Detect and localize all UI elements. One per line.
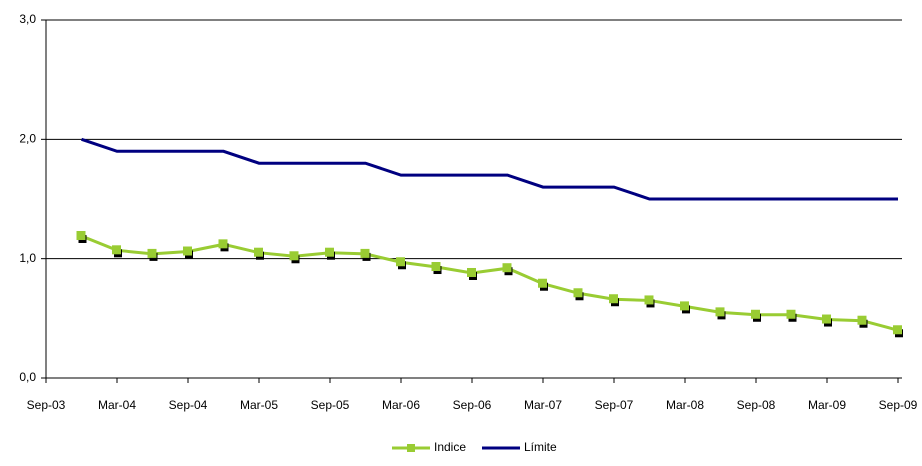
- marker: [751, 309, 760, 319]
- marker: [786, 309, 796, 319]
- marker: [680, 301, 689, 311]
- series-line: [80, 234, 899, 332]
- marker: [183, 246, 192, 256]
- y-tick-label: 0,0: [19, 370, 36, 384]
- marker: [360, 248, 370, 258]
- marker: [893, 325, 902, 335]
- legend-label: Límite: [524, 440, 557, 454]
- marker: [147, 248, 157, 258]
- x-tick-label: Sep-04: [169, 398, 208, 412]
- x-tick-label: Mar-09: [808, 398, 846, 412]
- marker: [715, 307, 725, 317]
- x-tick-label: Mar-06: [382, 398, 420, 412]
- x-tick-label: Sep-07: [595, 398, 634, 412]
- marker: [857, 315, 867, 325]
- marker: [112, 245, 121, 255]
- marker: [76, 230, 86, 240]
- series-line: [81, 137, 898, 201]
- x-tick-label: Sep-06: [453, 398, 492, 412]
- x-tick-label: Mar-04: [98, 398, 136, 412]
- x-tick-label: Sep-08: [737, 398, 776, 412]
- marker: [573, 288, 583, 298]
- x-tick-label: Sep-09: [879, 398, 918, 412]
- marker: [396, 257, 405, 267]
- y-tick-label: 2,0: [19, 132, 36, 146]
- marker: [325, 247, 334, 257]
- marker: [502, 263, 512, 273]
- marker: [822, 314, 831, 324]
- x-tick-label: Mar-07: [524, 398, 562, 412]
- x-tick-label: Sep-05: [311, 398, 350, 412]
- x-tick-label: Mar-05: [240, 398, 278, 412]
- legend-label: Indice: [434, 440, 466, 454]
- marker: [254, 247, 263, 257]
- marker: [609, 294, 618, 304]
- y-tick-label: 3,0: [19, 12, 36, 26]
- x-tick-label: Mar-08: [666, 398, 704, 412]
- marker: [289, 251, 299, 261]
- marker: [644, 295, 654, 305]
- legend-marker: [407, 444, 415, 452]
- y-tick-label: 1,0: [19, 251, 36, 265]
- x-tick-label: Sep-03: [27, 398, 66, 412]
- marker: [431, 262, 441, 272]
- marker: [538, 278, 547, 288]
- marker: [218, 239, 228, 249]
- marker: [467, 267, 476, 277]
